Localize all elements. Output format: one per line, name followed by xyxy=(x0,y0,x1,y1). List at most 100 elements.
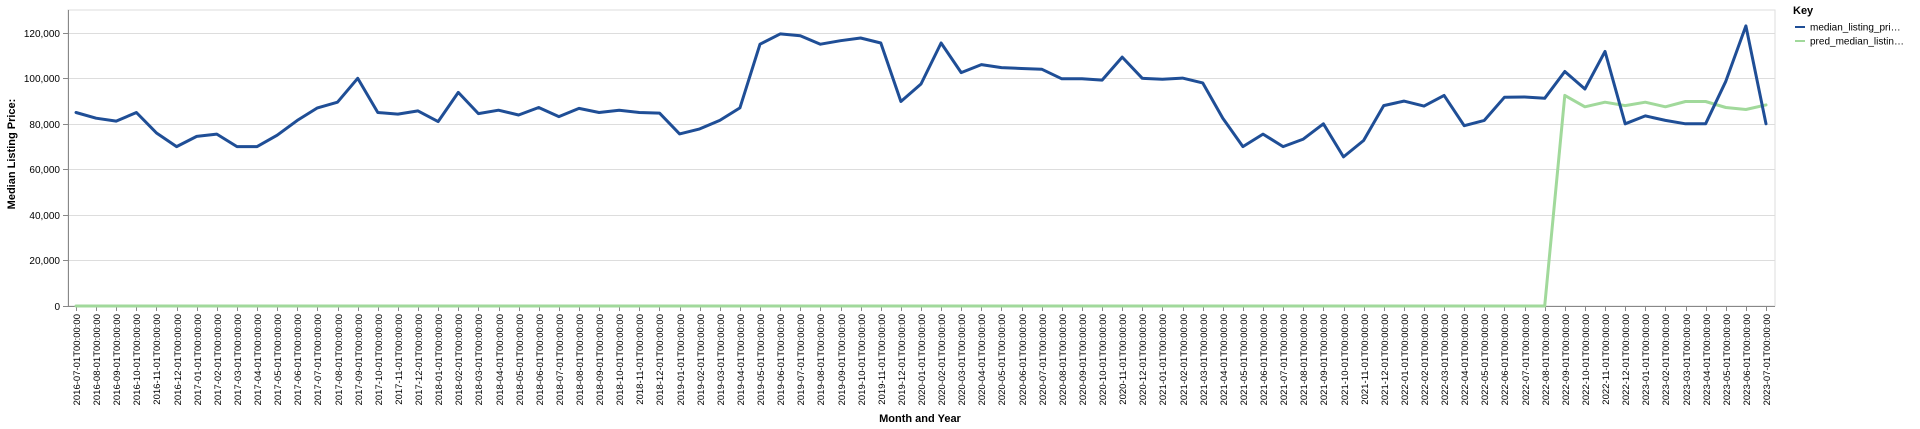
x-tick-label: 2020-06-01T00:00:00 xyxy=(1018,314,1029,405)
x-axis-title: Month and Year xyxy=(879,413,961,425)
x-tick-label: 2019-02-01T00:00:00 xyxy=(696,314,707,405)
data-point xyxy=(960,305,963,308)
data-point xyxy=(1262,305,1265,308)
data-point xyxy=(819,43,822,46)
data-point xyxy=(417,305,420,308)
data-point xyxy=(115,120,118,123)
data-point xyxy=(1443,305,1446,308)
data-point xyxy=(658,112,661,115)
data-point xyxy=(1604,101,1607,104)
data-point xyxy=(678,132,681,135)
data-point xyxy=(256,145,259,148)
data-point xyxy=(316,305,319,308)
data-point xyxy=(899,100,902,103)
data-point xyxy=(718,119,721,122)
data-point xyxy=(1724,106,1727,109)
x-tick-label: 2023-04-01T00:00:00 xyxy=(1702,314,1713,405)
x-tick-label: 2019-09-01T00:00:00 xyxy=(837,314,848,405)
data-point xyxy=(75,305,78,308)
x-tick-label: 2017-06-01T00:00:00 xyxy=(293,314,304,405)
x-tick-label: 2022-01-01T00:00:00 xyxy=(1400,314,1411,405)
data-point xyxy=(1604,50,1607,53)
data-point xyxy=(1221,305,1224,308)
x-tick-label: 2021-02-01T00:00:00 xyxy=(1179,314,1190,405)
x-tick-label: 2019-04-01T00:00:00 xyxy=(736,314,747,405)
x-tick-label: 2016-10-01T00:00:00 xyxy=(132,314,143,405)
x-tick-label: 2016-12-01T00:00:00 xyxy=(173,314,184,405)
data-point xyxy=(1000,305,1003,308)
x-tick-label: 2016-08-01T00:00:00 xyxy=(92,314,103,405)
data-point xyxy=(517,305,520,308)
y-tick-label: 80,000 xyxy=(29,120,60,131)
data-point xyxy=(1724,80,1727,83)
data-point xyxy=(1161,78,1164,81)
x-tick-label: 2021-09-01T00:00:00 xyxy=(1319,314,1330,405)
data-point xyxy=(1704,100,1707,103)
data-point xyxy=(1020,305,1023,308)
legend-title: Key xyxy=(1793,5,1814,17)
x-tick-label: 2022-02-01T00:00:00 xyxy=(1420,314,1431,405)
data-point xyxy=(396,305,399,308)
y-tick-label: 60,000 xyxy=(29,165,60,176)
data-point xyxy=(1644,114,1647,117)
x-tick-label: 2020-12-01T00:00:00 xyxy=(1138,314,1149,405)
data-point xyxy=(497,305,500,308)
data-point xyxy=(557,305,560,308)
x-tick-label: 2017-04-01T00:00:00 xyxy=(253,314,264,405)
x-tick-label: 2021-10-01T00:00:00 xyxy=(1340,314,1351,405)
data-point xyxy=(1624,122,1627,125)
data-point xyxy=(779,305,782,308)
data-point xyxy=(920,305,923,308)
data-point xyxy=(356,77,359,80)
data-point xyxy=(1342,155,1345,158)
x-tick-label: 2020-08-01T00:00:00 xyxy=(1058,314,1069,405)
data-point xyxy=(437,305,440,308)
data-point xyxy=(759,43,762,46)
data-point xyxy=(396,113,399,116)
x-tick-label: 2018-09-01T00:00:00 xyxy=(595,314,606,405)
x-tick-label: 2018-05-01T00:00:00 xyxy=(515,314,526,405)
x-tick-label: 2016-11-01T00:00:00 xyxy=(152,314,163,405)
data-point xyxy=(1483,119,1486,122)
data-point xyxy=(1060,77,1063,80)
x-tick-label: 2022-11-01T00:00:00 xyxy=(1601,314,1612,405)
data-point xyxy=(738,305,741,308)
x-tick-label: 2020-02-01T00:00:00 xyxy=(937,314,948,405)
data-point xyxy=(376,111,379,114)
x-tick-label: 2019-01-01T00:00:00 xyxy=(676,314,687,405)
data-point xyxy=(1463,305,1466,308)
data-point xyxy=(1302,305,1305,308)
x-tick-label: 2019-10-01T00:00:00 xyxy=(857,314,868,405)
data-point xyxy=(859,37,862,40)
data-point xyxy=(879,42,882,45)
x-tick-label: 2022-09-01T00:00:00 xyxy=(1561,314,1572,405)
x-tick-label: 2017-03-01T00:00:00 xyxy=(233,314,244,405)
x-tick-label: 2017-12-01T00:00:00 xyxy=(414,314,425,405)
data-point xyxy=(557,115,560,118)
data-point xyxy=(135,305,138,308)
x-tick-label: 2020-03-01T00:00:00 xyxy=(957,314,968,405)
data-point xyxy=(1382,104,1385,107)
data-point xyxy=(879,305,882,308)
data-point xyxy=(1583,88,1586,91)
x-tick-label: 2023-07-01T00:00:00 xyxy=(1762,314,1773,405)
y-tick-label: 0 xyxy=(54,302,60,313)
data-point xyxy=(1684,122,1687,125)
series-line-0 xyxy=(74,24,1768,159)
data-point xyxy=(256,305,259,308)
data-point xyxy=(215,133,218,136)
x-tick-label: 2022-08-01T00:00:00 xyxy=(1541,314,1552,405)
data-point xyxy=(1060,305,1063,308)
y-tick-label: 120,000 xyxy=(24,29,61,40)
x-tick-label: 2021-03-01T00:00:00 xyxy=(1199,314,1210,405)
data-point xyxy=(1664,105,1667,108)
x-tick-label: 2020-11-01T00:00:00 xyxy=(1118,314,1129,405)
x-tick-label: 2018-02-01T00:00:00 xyxy=(454,314,465,405)
data-point xyxy=(1322,122,1325,125)
data-point xyxy=(1583,105,1586,108)
data-point xyxy=(1221,117,1224,120)
data-point xyxy=(618,305,621,308)
data-point xyxy=(1141,305,1144,308)
x-tick-label: 2022-10-01T00:00:00 xyxy=(1581,314,1592,405)
